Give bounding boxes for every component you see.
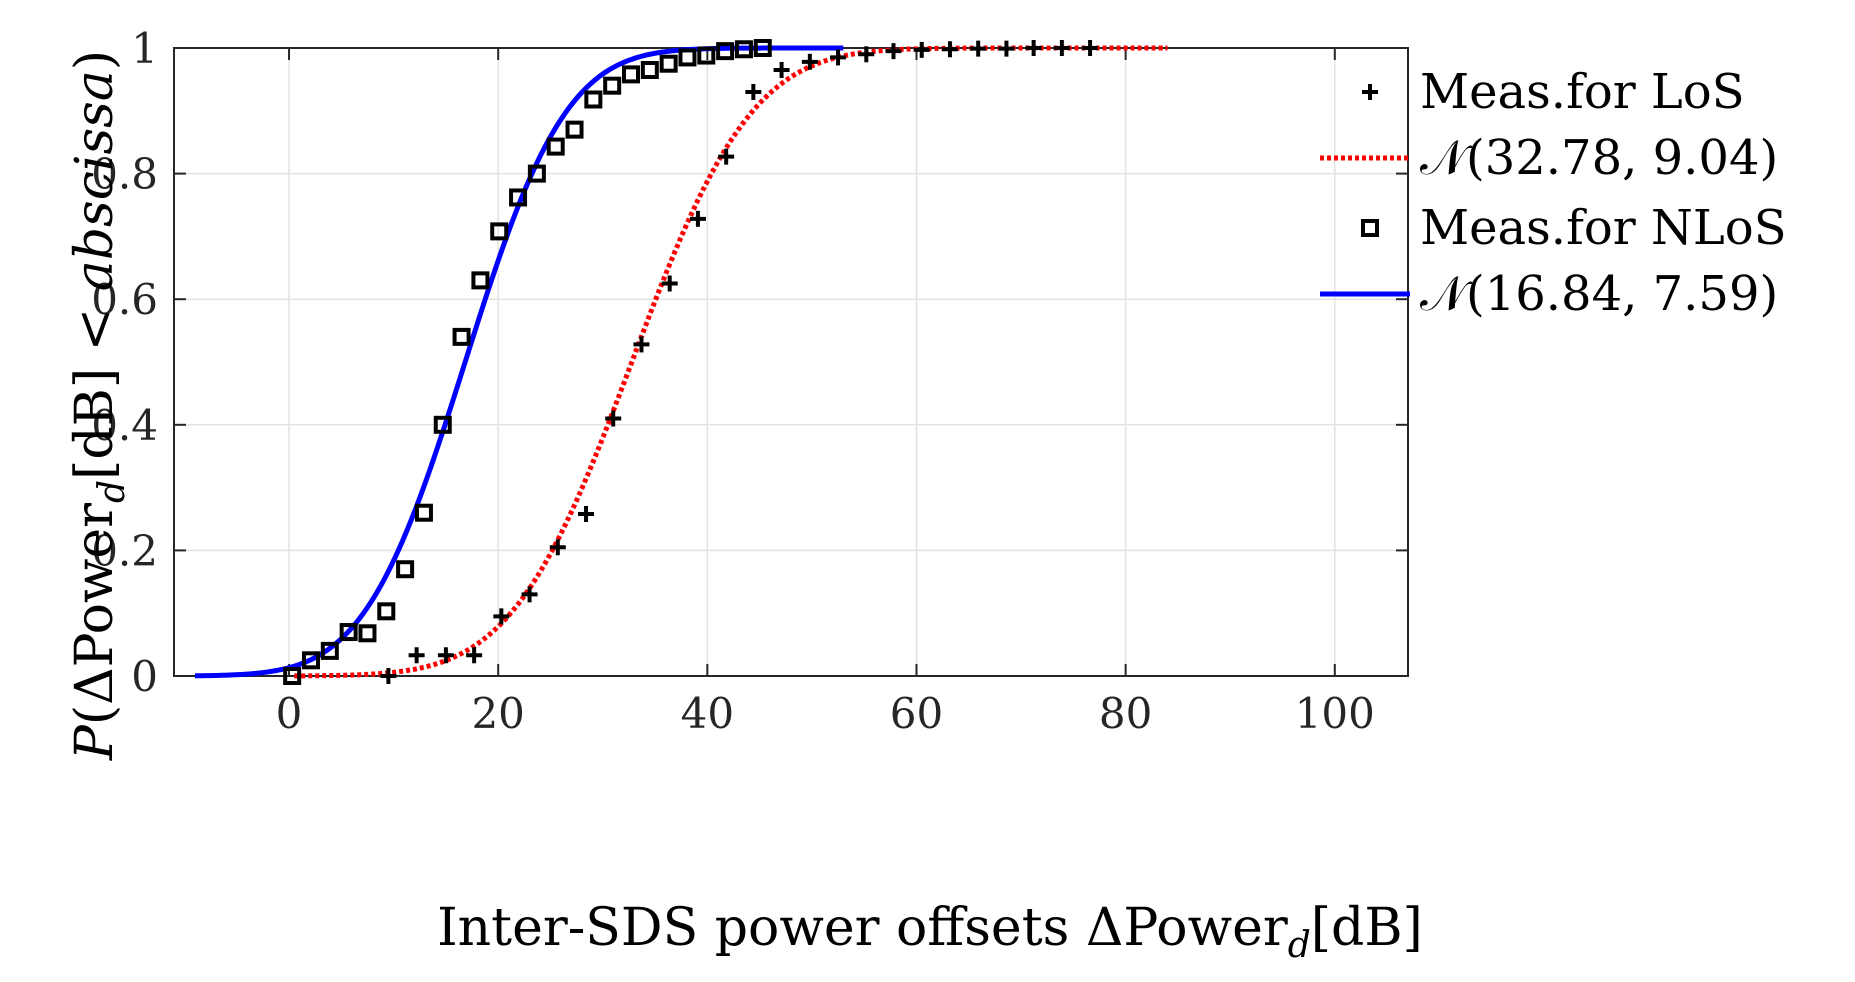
los-measurement-point bbox=[1082, 40, 1099, 56]
los-measurement-point bbox=[970, 40, 987, 57]
nlos-measurement-point bbox=[659, 54, 678, 73]
x-tick-label: 80 bbox=[1099, 689, 1152, 738]
los-measurement-point bbox=[801, 53, 818, 70]
x-tick-label: 20 bbox=[471, 689, 524, 738]
x-tick-label: 40 bbox=[681, 689, 734, 738]
x-axis-label: Inter-SDS power offsets ΔPowerd[dB] bbox=[437, 898, 1423, 966]
los-measurement-point bbox=[578, 505, 595, 522]
measurement-markers bbox=[283, 39, 1099, 685]
legend-label: 𝒩(32.78, 9.04) bbox=[1420, 130, 1778, 186]
legend-label: Meas.for LoS bbox=[1420, 64, 1745, 120]
los-measurement-point bbox=[466, 647, 483, 664]
nlos-measurement-point bbox=[471, 271, 490, 290]
legend-square-marker bbox=[1361, 219, 1379, 237]
nlos-measurement-point bbox=[565, 120, 584, 139]
nlos-measurement-point bbox=[283, 667, 302, 685]
nlos-measurement-point bbox=[546, 137, 565, 156]
los-measurement-point bbox=[718, 148, 735, 165]
nlos-measurement-point bbox=[301, 651, 320, 670]
y-tick-label: 0 bbox=[131, 652, 158, 701]
nlos-measurement-point bbox=[452, 327, 471, 346]
nlos-measurement-point bbox=[640, 60, 659, 79]
los-measurement-point bbox=[830, 49, 847, 66]
legend-entry: Meas.for LoS bbox=[1362, 64, 1745, 120]
x-tick-label: 60 bbox=[890, 689, 943, 738]
nlos-measurement-point bbox=[396, 560, 415, 579]
y-tick-label: 0.8 bbox=[91, 150, 158, 199]
y-tick-label: 0.2 bbox=[91, 526, 158, 575]
legend-label: Meas.for NLoS bbox=[1420, 200, 1787, 256]
ticks: 0 20 40 60 80 100 0 0.2 0.4 0.6 0.8 1 bbox=[91, 24, 1408, 738]
legend-entry: 𝒩(16.84, 7.59) bbox=[1320, 266, 1778, 322]
y-tick-label: 0.4 bbox=[91, 401, 158, 450]
nlos-measurement-point bbox=[678, 48, 697, 67]
nlos-measurement-point bbox=[339, 623, 358, 642]
y-axis-label: P(ΔPowerd[dB] < abscissa) bbox=[65, 50, 133, 761]
nlos-measurement-point bbox=[584, 90, 603, 109]
los-measurement-point bbox=[773, 61, 790, 78]
x-tick-label: 100 bbox=[1295, 689, 1375, 738]
los-measurement-point bbox=[605, 410, 622, 427]
nlos-measurement-point bbox=[527, 164, 546, 183]
y-tick-label: 0.6 bbox=[91, 275, 158, 324]
nlos-measurement-point bbox=[377, 602, 396, 621]
nlos-measurement-point bbox=[490, 222, 509, 241]
nlos-measurement-point bbox=[358, 624, 377, 643]
los-measurement-point bbox=[380, 668, 397, 684]
los-measurement-point bbox=[549, 539, 566, 556]
los-measurement-point bbox=[885, 43, 902, 60]
nlos-measurement-point bbox=[753, 39, 772, 57]
los-measurement-point bbox=[689, 210, 706, 227]
los-measurement-point bbox=[941, 41, 958, 58]
nlos-measurement-point bbox=[716, 42, 735, 61]
los-measurement-point bbox=[408, 647, 425, 664]
nlos-measurement-point bbox=[433, 415, 452, 434]
los-measurement-point bbox=[1025, 40, 1042, 56]
nlos-measurement-point bbox=[697, 46, 716, 65]
legend-entry: Meas.for NLoS bbox=[1361, 200, 1787, 256]
los-measurement-point bbox=[437, 647, 454, 664]
los-measurement-point bbox=[745, 83, 762, 100]
los-measurement-point bbox=[913, 41, 930, 58]
los-measurement-point bbox=[858, 46, 875, 63]
nlos-measurement-point bbox=[320, 641, 339, 660]
y-tick-label: 1 bbox=[131, 24, 158, 73]
los-measurement-point bbox=[998, 40, 1015, 57]
legend-label: 𝒩(16.84, 7.59) bbox=[1420, 266, 1778, 322]
los-normal-fit-curve bbox=[294, 45, 1168, 679]
nlos-measurement-point bbox=[414, 503, 433, 522]
nlos-measurement-point bbox=[621, 65, 640, 84]
legend-entry: 𝒩(32.78, 9.04) bbox=[1320, 130, 1778, 186]
nlos-measurement-point bbox=[603, 76, 622, 95]
nlos-measurement-point bbox=[509, 188, 528, 207]
los-measurement-point bbox=[1053, 40, 1070, 56]
legend: Meas.for LoS 𝒩(32.78, 9.04) Meas.for NLoS 𝒩… bbox=[1320, 64, 1787, 322]
x-tick-label: 0 bbox=[276, 689, 303, 738]
los-measurement-point bbox=[661, 275, 678, 292]
los-measurement-point bbox=[521, 586, 538, 603]
los-measurement-point bbox=[633, 336, 650, 353]
los-measurement-point bbox=[493, 608, 510, 625]
nlos-measurement-point bbox=[734, 40, 753, 59]
